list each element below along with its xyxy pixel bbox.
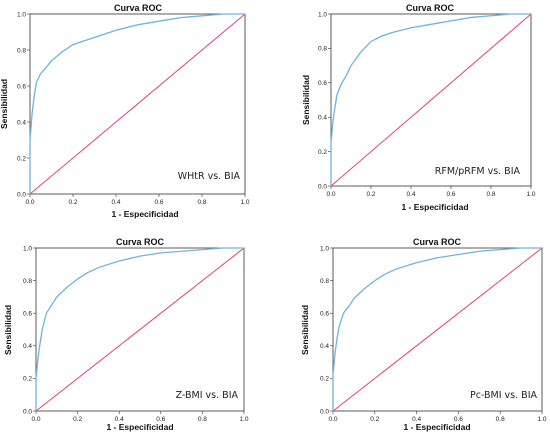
x-axis-label: 1 - Especificidad — [403, 422, 470, 432]
y-tick-label: 0.4 — [23, 343, 32, 350]
x-tick-label: 1.0 — [526, 191, 535, 198]
y-tick-label: 0.0 — [17, 191, 26, 198]
y-tick-label: 0.6 — [320, 311, 329, 318]
y-tick-label: 1.0 — [318, 11, 327, 18]
roc-curve — [332, 247, 542, 411]
y-tick-label: 0.2 — [17, 155, 26, 162]
roc-panel-3: 0.0 0.2 0.4 0.6 0.8 1.0 0.0 0.2 0.4 0.6 0.8 1.0 Curv… — [3, 237, 249, 432]
roc-curve — [35, 247, 244, 411]
x-tick-label: 0.2 — [370, 416, 379, 423]
x-tick-label: 0.2 — [68, 199, 77, 206]
y-tick-label: 1.0 — [320, 245, 329, 252]
x-tick-label: 1.0 — [239, 416, 248, 423]
x-tick-label: 0.8 — [496, 416, 505, 423]
reference-line — [330, 13, 532, 187]
x-tick-label: 0.4 — [406, 191, 415, 198]
x-tick-label: 0.0 — [31, 416, 40, 423]
y-tick-label: 0.0 — [318, 183, 327, 190]
y-tick-label: 0.0 — [23, 408, 32, 415]
roc-panel-4: 0.0 0.2 0.4 0.6 0.8 1.0 0.0 0.2 0.4 0.6 0.8 1.0 Curv… — [300, 237, 547, 432]
x-tick-label: 0.2 — [366, 191, 375, 198]
chart-title: Curva ROC — [413, 237, 462, 247]
y-tick-label: 0.6 — [318, 80, 327, 87]
plot-frame — [332, 247, 543, 412]
x-tick-label: 0.0 — [326, 191, 335, 198]
x-axis-label: 1 - Especificidad — [401, 202, 468, 212]
chart-annotation: RFM/pRFM vs. BIA — [435, 166, 521, 177]
x-tick-label: 0.8 — [486, 191, 495, 198]
roc-curve — [330, 13, 531, 186]
y-tick-label: 0.0 — [320, 408, 329, 415]
y-axis-label: Sensibilidad — [301, 75, 311, 125]
roc-panel-2: 0.0 0.2 0.4 0.6 0.8 1.0 0.0 0.2 0.4 0.6 0.8 1.0 Curv… — [301, 3, 536, 212]
x-tick-label: 0.4 — [115, 416, 124, 423]
x-tick-label: 0.4 — [111, 199, 120, 206]
y-tick-label: 0.2 — [23, 376, 32, 383]
y-tick-label: 0.2 — [318, 149, 327, 156]
x-tick-label: 0.6 — [446, 191, 455, 198]
y-tick-label: 0.8 — [17, 47, 26, 54]
roc-curve — [29, 13, 245, 194]
x-tick-label: 0.0 — [328, 416, 337, 423]
y-tick-label: 0.6 — [23, 311, 32, 318]
reference-line — [35, 247, 245, 412]
y-tick-label: 0.8 — [318, 46, 327, 53]
y-tick-label: 1.0 — [23, 245, 32, 252]
y-tick-label: 0.4 — [318, 115, 327, 122]
y-tick-label: 0.4 — [17, 119, 26, 126]
chart-annotation: Z-BMI vs. BIA — [176, 390, 239, 401]
y-axis-label: Sensibilidad — [3, 305, 13, 355]
chart-title: Curva ROC — [116, 237, 165, 247]
plot-frame — [35, 247, 245, 412]
x-axis-label: 1 - Especificidad — [111, 209, 178, 219]
y-axis-label: Sensibilidad — [0, 79, 9, 129]
chart-title: Curva ROC — [406, 3, 455, 13]
plot-frame — [330, 13, 532, 187]
chart-title: Curva ROC — [114, 3, 163, 13]
x-tick-label: 0.2 — [73, 416, 82, 423]
x-tick-label: 0.0 — [25, 199, 34, 206]
y-tick-label: 0.4 — [320, 343, 329, 350]
y-tick-label: 0.8 — [320, 278, 329, 285]
reference-line — [332, 247, 543, 412]
y-tick-label: 0.2 — [320, 376, 329, 383]
y-axis-label: Sensibilidad — [300, 305, 310, 355]
x-tick-label: 0.6 — [156, 416, 165, 423]
y-tick-label: 0.8 — [23, 278, 32, 285]
plot-frame — [29, 13, 246, 195]
chart-annotation: Pc-BMI vs. BIA — [470, 390, 538, 401]
x-tick-label: 0.8 — [197, 199, 206, 206]
x-tick-label: 0.6 — [454, 416, 463, 423]
roc-panel-1: 0.0 0.2 0.4 0.6 0.8 1.0 0.0 0.2 0.4 0.6 0.8 1.0 Curv… — [0, 3, 250, 219]
x-tick-label: 0.8 — [198, 416, 207, 423]
y-tick-label: 0.6 — [17, 83, 26, 90]
x-tick-label: 0.4 — [412, 416, 421, 423]
x-tick-label: 0.6 — [154, 199, 163, 206]
chart-annotation: WHtR vs. BIA — [178, 171, 241, 182]
x-tick-label: 1.0 — [240, 199, 249, 206]
reference-line — [29, 13, 246, 195]
x-axis-label: 1 - Especificidad — [106, 422, 173, 432]
x-tick-label: 1.0 — [537, 416, 546, 423]
y-tick-label: 1.0 — [17, 11, 26, 18]
